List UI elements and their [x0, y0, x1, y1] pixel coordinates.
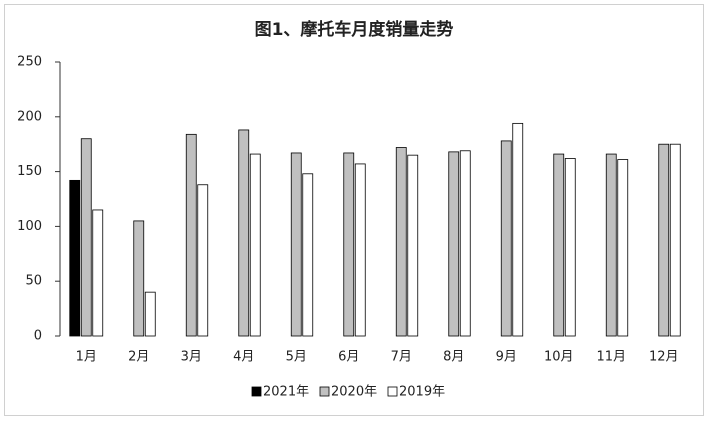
legend-label: 2019年	[399, 385, 445, 400]
bar	[658, 143, 670, 337]
bar	[185, 133, 197, 337]
legend-swatch	[387, 386, 398, 397]
bar	[669, 143, 681, 337]
bar	[69, 179, 81, 337]
x-tick-label: 7月	[391, 350, 412, 365]
x-tick-label: 3月	[181, 350, 202, 365]
y-tick-label: 250	[17, 55, 42, 70]
chart-title: 图1、摩托车月度销量走势	[255, 19, 454, 40]
x-tick-label: 6月	[338, 350, 359, 365]
bar	[80, 138, 92, 337]
y-tick-label: 200	[17, 109, 42, 124]
bar	[290, 152, 302, 337]
bar	[197, 184, 209, 337]
x-tick-label: 11月	[596, 350, 626, 365]
bar	[133, 220, 145, 337]
bar	[500, 140, 512, 337]
x-tick-label: 8月	[443, 350, 464, 365]
bar	[617, 159, 629, 337]
y-tick-label: 0	[34, 329, 42, 344]
x-tick-label: 4月	[233, 350, 254, 365]
bar	[459, 150, 471, 337]
x-tick-label: 9月	[496, 350, 517, 365]
bar	[407, 154, 419, 337]
x-tick-label: 5月	[286, 350, 307, 365]
x-tick-label: 1月	[76, 350, 97, 365]
y-tick-label: 150	[17, 164, 42, 179]
x-tick-label: 2月	[128, 350, 149, 365]
bar	[302, 173, 314, 337]
bar	[354, 163, 366, 337]
legend-label: 2021年	[263, 385, 309, 400]
bar	[448, 151, 460, 337]
x-tick-label: 12月	[649, 350, 679, 365]
bar	[553, 153, 565, 337]
legend-swatch	[319, 386, 330, 397]
x-tick-label: 10月	[544, 350, 574, 365]
bar	[238, 129, 250, 337]
bar	[564, 158, 576, 337]
y-tick-label: 50	[25, 274, 42, 289]
bar	[92, 209, 104, 337]
bar	[249, 153, 261, 337]
legend-swatch	[251, 386, 262, 397]
bar	[605, 153, 617, 337]
bar	[343, 152, 355, 337]
bar	[512, 122, 524, 337]
bar	[395, 147, 407, 337]
legend-label: 2020年	[331, 385, 377, 400]
bar	[144, 291, 156, 337]
y-tick-label: 100	[17, 219, 42, 234]
